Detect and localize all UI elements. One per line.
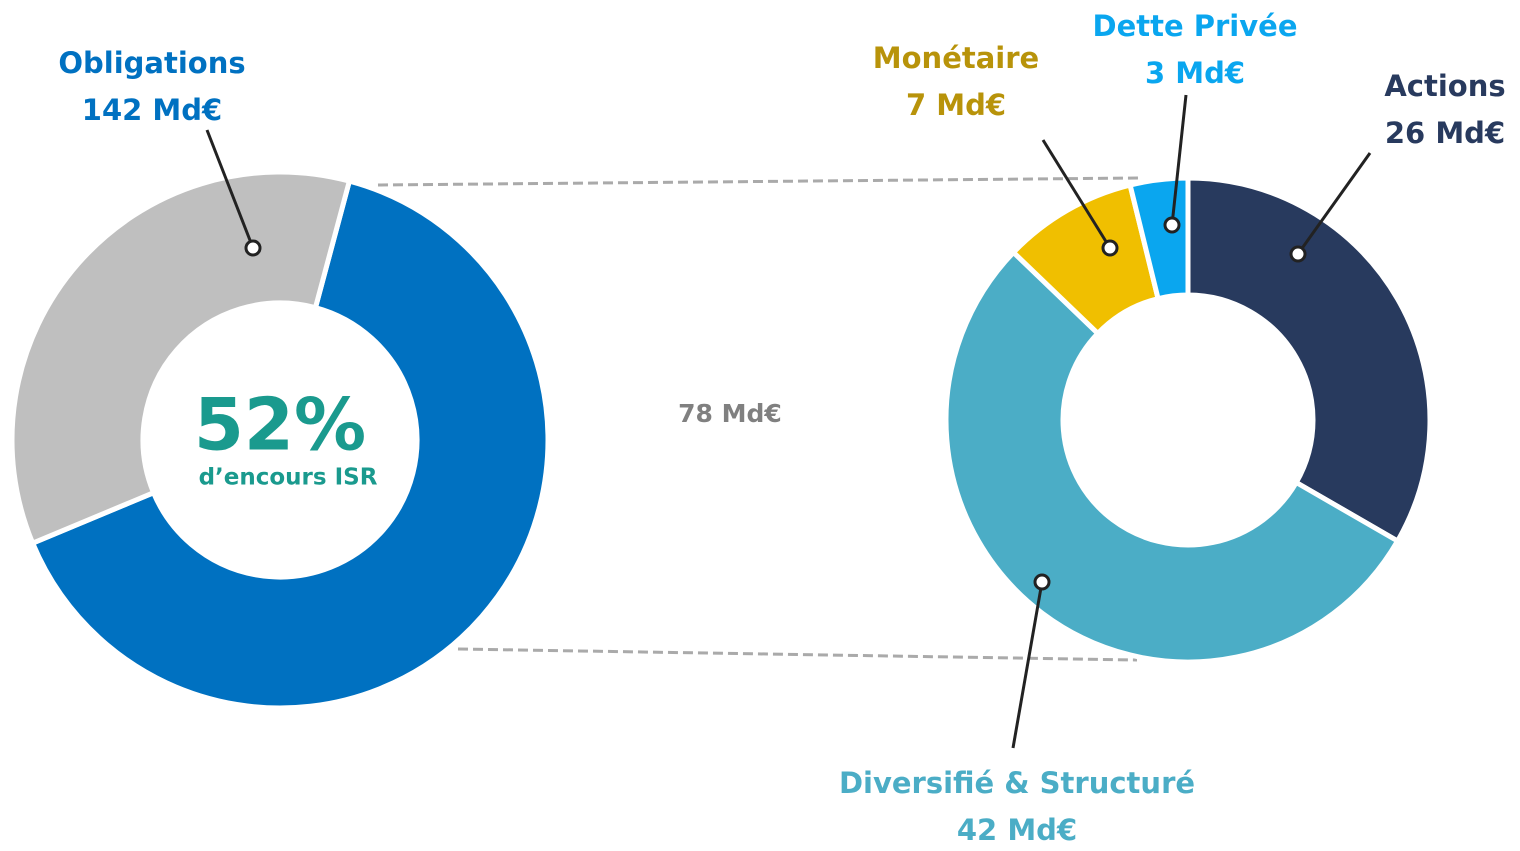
- donut-slice: [943, 248, 1401, 665]
- leader-line: [1170, 94, 1188, 226]
- leader-line: [1296, 152, 1372, 255]
- slice-value: 78 Md€: [678, 399, 782, 428]
- slice-value: 42 Md€: [957, 813, 1077, 847]
- slice-label: Actions: [1384, 69, 1505, 103]
- center-value: 52%: [194, 383, 366, 467]
- leader-line: [1041, 139, 1112, 249]
- center-label: d’encours ISR: [199, 465, 378, 491]
- slice-value: 7 Md€: [906, 88, 1006, 122]
- connector-line: [377, 176, 1141, 187]
- slice-value: 26 Md€: [1385, 116, 1505, 150]
- leader-dot: [1289, 245, 1307, 263]
- donut-slice: [29, 178, 551, 711]
- slice-value: 3 Md€: [1145, 56, 1245, 90]
- slice-label: Obligations: [58, 46, 245, 80]
- donut-slice: [1185, 175, 1433, 545]
- slice-label: Diversifié & Structuré: [839, 766, 1195, 800]
- connector-line: [457, 647, 1138, 662]
- leader-dot: [1101, 239, 1119, 257]
- leader-dot: [1033, 573, 1051, 591]
- leader-line: [205, 129, 255, 249]
- leader-line: [1011, 581, 1044, 749]
- donut-slice: [9, 169, 353, 547]
- slice-label: Monétaire: [873, 41, 1039, 75]
- leader-dot: [1163, 216, 1181, 234]
- slice-label: Dette Privée: [1093, 9, 1298, 43]
- slice-value: 142 Md€: [82, 93, 222, 127]
- leader-dot: [244, 239, 262, 257]
